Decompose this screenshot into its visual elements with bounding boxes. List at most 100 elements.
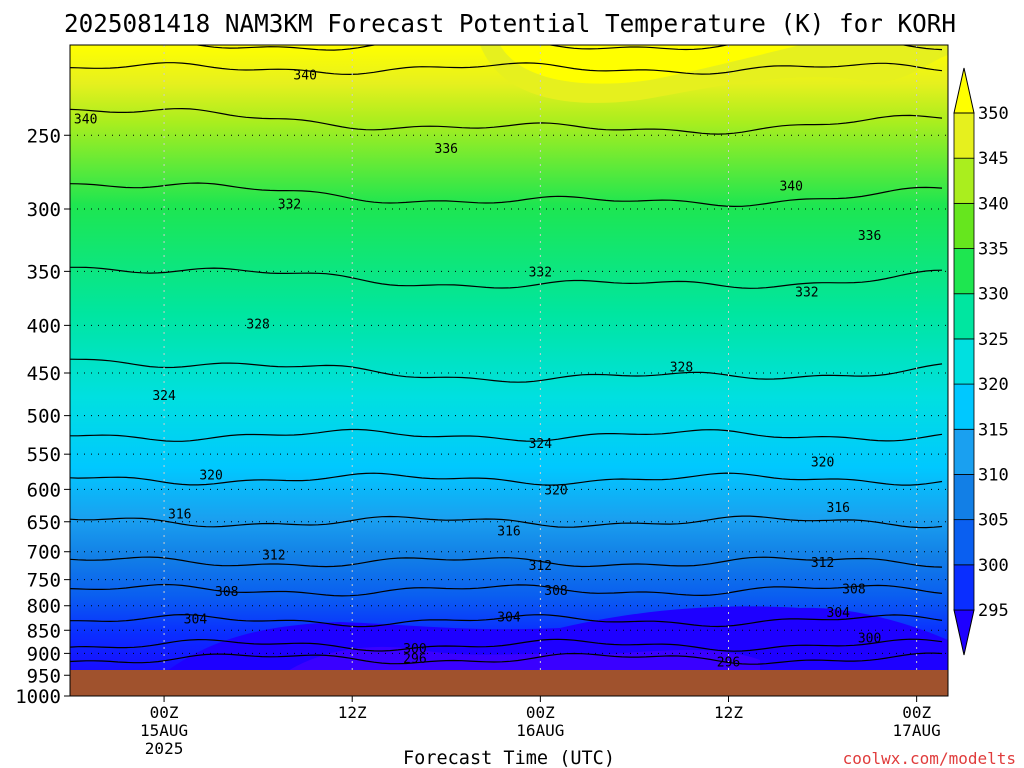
contour-label: 332 [529, 265, 552, 280]
contour-line [70, 358, 943, 383]
colorbar-label: 345 [978, 149, 1009, 169]
contour-label: 312 [811, 556, 834, 571]
contour-line [70, 62, 943, 76]
y-tick-label: 350 [27, 261, 61, 283]
upper-yellow-core [500, 45, 800, 84]
colorbar-label: 325 [978, 330, 1009, 350]
colorbar-segment [953, 202, 975, 249]
contour-label: 296 [403, 652, 426, 667]
y-tick-label: 250 [27, 125, 61, 147]
contour-line [70, 613, 943, 628]
contour-line [194, 45, 943, 51]
contour-label: 316 [168, 508, 191, 523]
chart-title: 2025081418 NAM3KM Forecast Potential Tem… [64, 9, 956, 38]
contour-line [70, 638, 943, 652]
colorbar-label: 315 [978, 420, 1009, 440]
contour-label: 304 [497, 611, 521, 626]
x-tick-label: 00Z [526, 703, 555, 722]
y-tick-label: 700 [27, 542, 61, 564]
contour-label: 308 [215, 585, 238, 600]
ground-terrain [70, 670, 948, 696]
contour-label: 312 [529, 559, 552, 574]
y-tick-label: 600 [27, 479, 61, 501]
contour-label: 340 [74, 113, 97, 128]
contour-line [70, 266, 943, 289]
colorbar-segment [953, 248, 975, 295]
colorbar-segment [953, 519, 975, 566]
y-tick-label: 850 [27, 620, 61, 642]
colorbar-label: 295 [978, 601, 1009, 621]
x-tick-label: 12Z [714, 703, 743, 722]
colorbar: 295 300 305 310 315 320 325 330 335 340 345 350 [953, 67, 1009, 656]
contour-label: 340 [779, 179, 802, 194]
contour-line [70, 652, 943, 665]
colorbar-segment [953, 428, 975, 475]
contour-label: 304 [827, 606, 851, 621]
x-tick-label: 15AUG [140, 721, 188, 740]
credit-text: coolwx.com/modelts [843, 749, 1016, 768]
colorbar-label: 350 [978, 104, 1009, 124]
y-tick-label: 550 [27, 444, 61, 466]
contour-line [70, 428, 943, 442]
contour-line [70, 515, 943, 529]
x-tick-label: 16AUG [516, 721, 564, 740]
y-tick-label: 400 [27, 315, 61, 337]
x-tick-label: 2025 [145, 739, 184, 758]
contour-label: 300 [858, 631, 881, 646]
plot-frame [69, 44, 949, 697]
contour-line [70, 107, 943, 135]
colorbar-segment [953, 112, 975, 159]
colorbar-segment [953, 564, 975, 611]
contour-label: 332 [795, 286, 818, 301]
contour-label: 336 [858, 229, 881, 244]
contour-label: 316 [497, 524, 520, 539]
contour-line [70, 472, 943, 486]
contour-label: 328 [670, 361, 693, 376]
colorbar-label: 335 [978, 240, 1009, 260]
y-tick-label: 650 [27, 512, 61, 534]
y-tick-label: 1000 [15, 686, 61, 708]
contour-label: 328 [246, 317, 269, 332]
contour-label: 320 [811, 455, 834, 470]
contour-label: 336 [435, 142, 458, 157]
contour-labels: 340 340 336 340 336 332 332 332 328 328 324 324 320 3… [74, 68, 881, 670]
contour-line [70, 182, 943, 208]
contour-label: 320 [199, 468, 222, 483]
colorbar-segment [953, 474, 975, 521]
contour-lines [70, 45, 943, 665]
contour-label: 308 [842, 583, 865, 598]
y-tick-label: 950 [27, 665, 61, 687]
colorbar-label: 310 [978, 465, 1009, 485]
y-tick-label: 450 [27, 363, 61, 385]
colorbar-label: 330 [978, 285, 1009, 305]
contour-line [70, 556, 943, 568]
theta-field [70, 45, 948, 685]
colorbar-segment [953, 157, 975, 204]
plot-area: 340 340 336 340 336 332 332 332 328 328 324 324 320 3… [70, 45, 948, 696]
colorbar-label: 320 [978, 375, 1009, 395]
colorbar-segment [953, 383, 975, 430]
colorbar-segment [953, 293, 975, 340]
contour-label: 316 [827, 501, 850, 516]
y-tick-label: 800 [27, 596, 61, 618]
colorbar-label: 300 [978, 556, 1009, 576]
contour-label: 324 [152, 389, 176, 404]
y-tick-label: 900 [27, 643, 61, 665]
colorbar-segment [953, 338, 975, 385]
contour-label: 332 [278, 198, 301, 213]
colorbar-label: 305 [978, 511, 1009, 531]
y-tick-label: 300 [27, 199, 61, 221]
colorbar-segment [953, 609, 975, 656]
contour-label: 312 [262, 549, 285, 564]
x-axis-label: Forecast Time (UTC) [403, 747, 615, 768]
contour-label: 324 [529, 437, 553, 452]
x-tick-label: 00Z [902, 703, 931, 722]
contour-label: 296 [717, 655, 740, 670]
y-axis: 2503003504004505005506006507007508008509… [15, 125, 70, 708]
contour-label: 304 [184, 613, 208, 628]
contour-label: 320 [544, 483, 567, 498]
x-tick-label: 17AUG [893, 721, 941, 740]
contour-label: 308 [544, 584, 567, 599]
x-tick-label: 00Z [150, 703, 179, 722]
